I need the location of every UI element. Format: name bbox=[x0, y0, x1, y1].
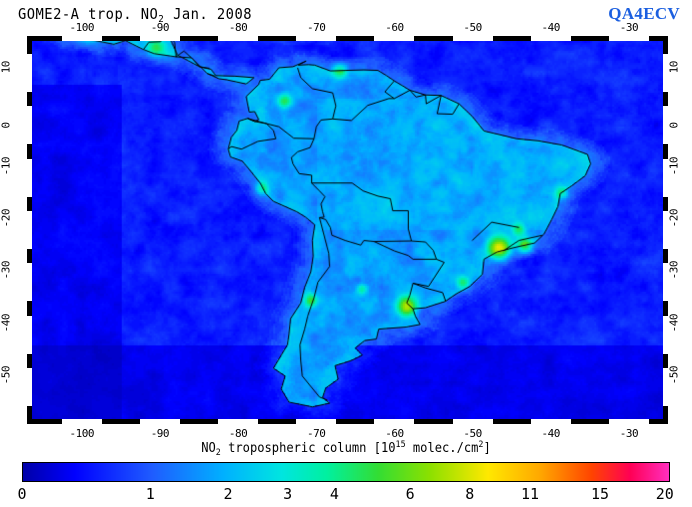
cb-label-mid: tropospheric column [10 bbox=[220, 441, 396, 456]
colorbar-tick-label: 11 bbox=[521, 485, 540, 503]
x-tick-label: -80 bbox=[228, 427, 248, 440]
colorbar-tick-label: 0 bbox=[17, 485, 27, 503]
cb-label-exp: 15 bbox=[395, 440, 406, 450]
x-tick-label: -60 bbox=[385, 427, 404, 440]
cb-label-prefix: NO bbox=[201, 441, 216, 456]
x-tick-label: -60 bbox=[385, 21, 404, 34]
y-tick-label: -20 bbox=[0, 208, 13, 228]
title-date: Jan. 2008 bbox=[164, 5, 252, 23]
y-tick-label: -20 bbox=[667, 208, 681, 228]
x-tick-label: -90 bbox=[150, 427, 170, 440]
x-tick-label: -50 bbox=[463, 427, 482, 440]
y-tick-label: -30 bbox=[0, 261, 13, 280]
y-tick-label: 0 bbox=[0, 122, 13, 129]
colorbar-tick-label: 1 bbox=[145, 485, 155, 503]
colorbar-tick-label: 6 bbox=[405, 485, 415, 503]
qa4ecv-logo: QA4ECV bbox=[608, 4, 680, 23]
colorbar-tick-label: 2 bbox=[223, 485, 233, 503]
x-tick-label: -100 bbox=[69, 21, 94, 34]
title-subscript: 2 bbox=[158, 14, 165, 25]
x-tick-label: -40 bbox=[541, 427, 561, 440]
colorbar-tick-label: 20 bbox=[655, 485, 674, 503]
x-tick-label: -70 bbox=[307, 21, 326, 34]
x-tick-label: -70 bbox=[307, 427, 326, 440]
cb-label-mid2: molec./cm bbox=[405, 441, 479, 456]
y-tick-label: -40 bbox=[667, 313, 681, 333]
y-tick-label: 0 bbox=[667, 122, 681, 129]
title-main: GOME2-A trop. NO bbox=[18, 5, 159, 23]
x-tick-label: -80 bbox=[228, 21, 248, 34]
y-tick-label: 10 bbox=[667, 60, 681, 74]
x-tick-label: -30 bbox=[619, 427, 639, 440]
y-tick-label: -10 bbox=[0, 156, 13, 175]
x-tick-label: -90 bbox=[150, 21, 170, 34]
colorbar-axis-label: NO2 tropospheric column [1015 molec./cm2… bbox=[24, 440, 668, 458]
y-tick-label: -50 bbox=[667, 366, 681, 385]
colorbar-gradient bbox=[23, 463, 669, 481]
no2-heatmap-canvas bbox=[28, 37, 667, 423]
colorbar-tick-label: 8 bbox=[465, 485, 475, 503]
y-tick-label: -40 bbox=[0, 313, 13, 333]
x-tick-label: -100 bbox=[69, 427, 94, 440]
y-tick-label: -30 bbox=[667, 261, 681, 280]
x-tick-label: -30 bbox=[619, 21, 639, 34]
map-plot-area[interactable] bbox=[27, 36, 668, 424]
y-tick-label: -50 bbox=[0, 366, 13, 385]
x-tick-label: -50 bbox=[463, 21, 482, 34]
cb-label-sub: 2 bbox=[215, 448, 221, 458]
y-tick-label: -10 bbox=[667, 156, 681, 175]
page-title: GOME2-A trop. NO2 Jan. 2008 bbox=[18, 5, 252, 25]
cb-label-suffix: ] bbox=[483, 441, 491, 456]
y-tick-label: 10 bbox=[0, 60, 13, 74]
colorbar-tick-label: 15 bbox=[590, 485, 610, 503]
cb-label-exp2: 2 bbox=[478, 440, 484, 450]
colorbar-tick-label: 3 bbox=[283, 485, 293, 503]
colorbar-tick-label: 4 bbox=[329, 485, 339, 503]
x-tick-label: -40 bbox=[541, 21, 561, 34]
colorbar[interactable] bbox=[22, 462, 670, 482]
